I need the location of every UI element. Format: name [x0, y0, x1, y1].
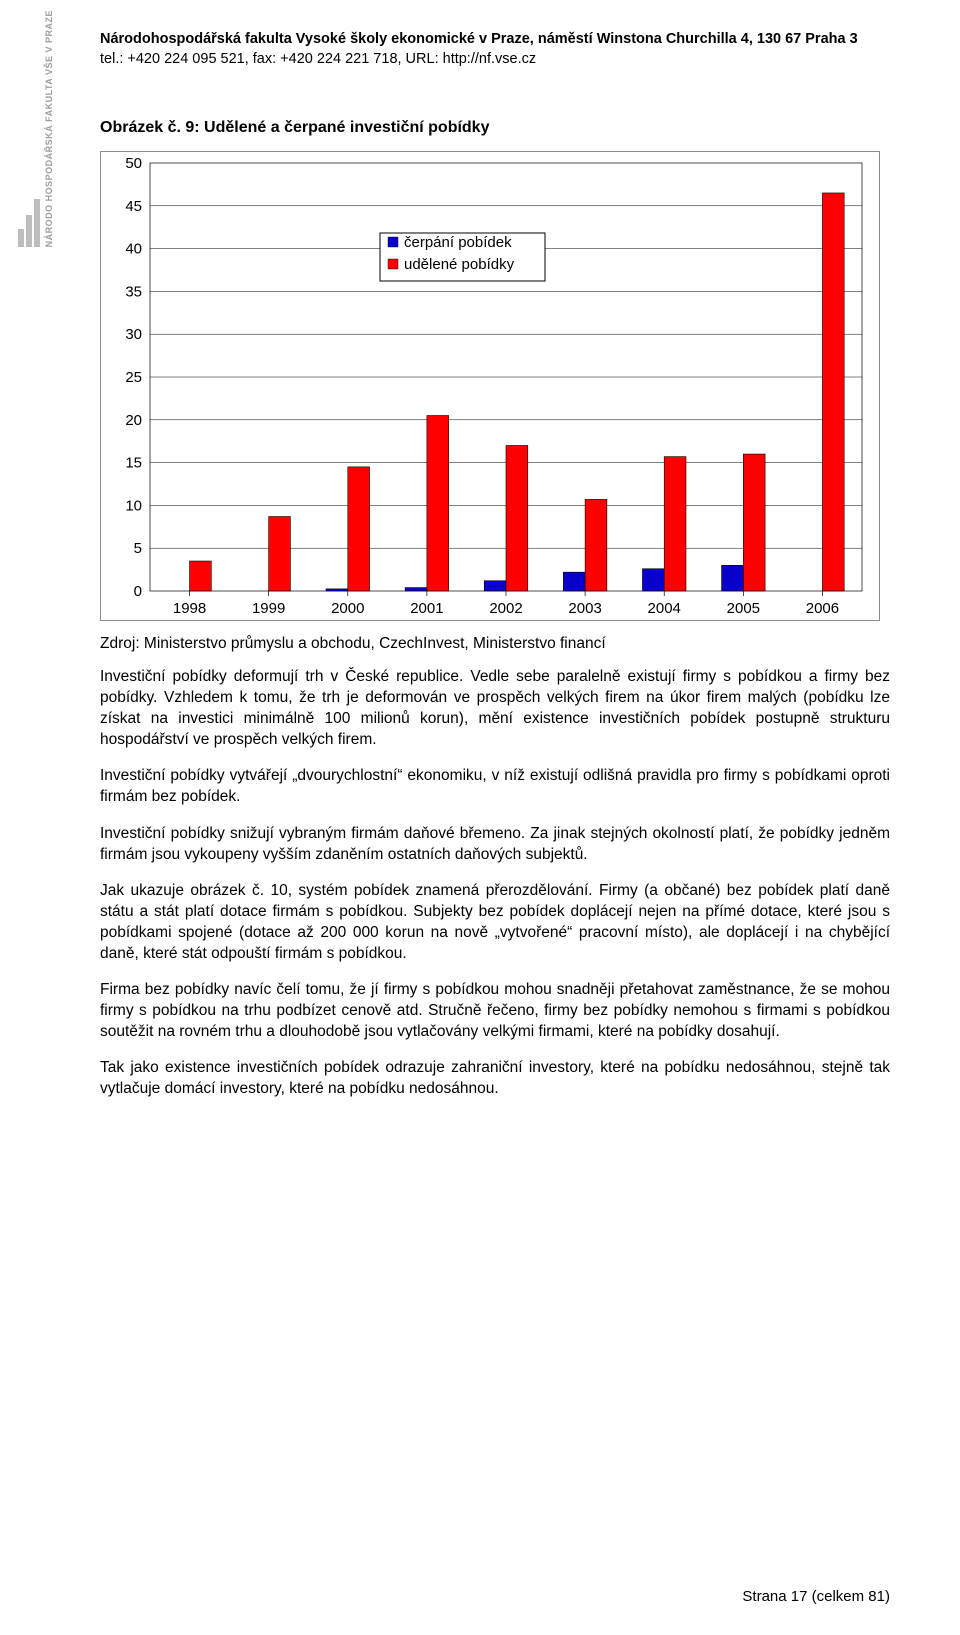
body-paragraph: Investiční pobídky snižují vybraným firm… — [100, 824, 890, 866]
svg-text:2002: 2002 — [489, 600, 522, 617]
svg-text:2003: 2003 — [568, 600, 601, 617]
svg-text:2000: 2000 — [331, 600, 364, 617]
institution-logo: NÁRODO HOSPODÁŘSKÁ FAKULTA VŠE V PRAZE — [18, 10, 54, 247]
chart-source: Zdroj: Ministerstvo průmyslu a obchodu, … — [100, 635, 890, 653]
svg-text:1999: 1999 — [252, 600, 285, 617]
svg-text:2004: 2004 — [648, 600, 681, 617]
figure-title: Obrázek č. 9: Udělené a čerpané investič… — [100, 119, 890, 137]
svg-text:0: 0 — [134, 583, 142, 600]
svg-text:50: 50 — [125, 155, 142, 172]
svg-text:udělené pobídky: udělené pobídky — [404, 256, 515, 273]
svg-text:2005: 2005 — [727, 600, 760, 617]
body-paragraph: Investiční pobídky vytvářejí „dvourychlo… — [100, 766, 890, 808]
svg-text:20: 20 — [125, 412, 142, 429]
body-paragraph: Firma bez pobídky navíc čelí tomu, že jí… — [100, 980, 890, 1043]
chart-svg: 0 5 10 15 20 25 30 35 40 45 50 1998 1999 2000 2001 2002… — [100, 151, 880, 621]
header-line-2: tel.: +420 224 095 521, fax: +420 224 22… — [100, 50, 890, 70]
svg-text:čerpání pobídek: čerpání pobídek — [404, 234, 512, 251]
body-paragraph: Investiční pobídky deformují trh v České… — [100, 667, 890, 751]
svg-text:15: 15 — [125, 455, 142, 472]
logo-text: NÁRODO HOSPODÁŘSKÁ FAKULTA VŠE V PRAZE — [44, 10, 54, 247]
investment-incentives-chart: 0 5 10 15 20 25 30 35 40 45 50 1998 1999 2000 2001 2002… — [100, 151, 880, 621]
svg-text:1998: 1998 — [173, 600, 206, 617]
svg-text:45: 45 — [125, 198, 142, 215]
svg-text:5: 5 — [134, 540, 142, 557]
svg-text:40: 40 — [125, 241, 142, 258]
body-paragraph: Tak jako existence investičních pobídek … — [100, 1058, 890, 1100]
body-paragraph: Jak ukazuje obrázek č. 10, systém pobíde… — [100, 881, 890, 965]
header-line-1: Národohospodářská fakulta Vysoké školy e… — [100, 30, 890, 50]
svg-text:30: 30 — [125, 326, 142, 343]
svg-text:35: 35 — [125, 284, 142, 301]
svg-text:25: 25 — [125, 369, 142, 386]
svg-text:2001: 2001 — [410, 600, 443, 617]
document-header: Národohospodářská fakulta Vysoké školy e… — [100, 30, 890, 69]
svg-text:10: 10 — [125, 498, 142, 515]
page-footer: Strana 17 (celkem 81) — [742, 1588, 890, 1605]
svg-text:2006: 2006 — [806, 600, 839, 617]
